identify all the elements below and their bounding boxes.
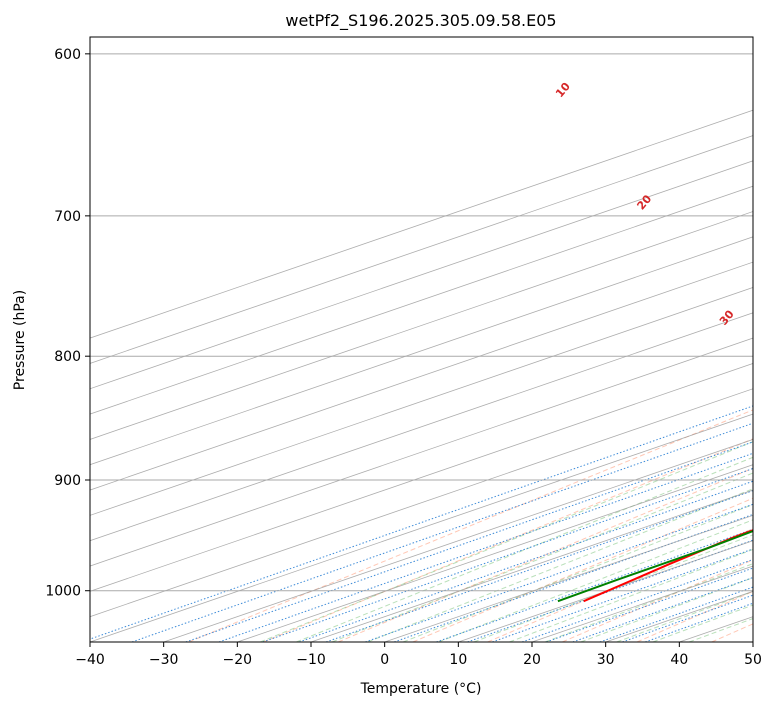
x-tick-label: 30 [597, 652, 615, 668]
plot-background [90, 37, 753, 642]
mixing-ratio-line [325, 490, 753, 642]
dry-adiabat-line [188, 409, 753, 642]
x-tick-label: −20 [223, 652, 253, 668]
x-tick-label: −40 [75, 652, 105, 668]
y-tick-label: 700 [54, 209, 81, 225]
x-tick-label: −30 [149, 652, 179, 668]
mixing-ratio-line [262, 467, 753, 642]
x-tick-label: 40 [670, 652, 688, 668]
y-tick-label: 900 [54, 473, 81, 489]
x-axis-label: Temperature (°C) [360, 681, 482, 697]
y-tick-label: 800 [54, 349, 81, 365]
chart-title: wetPf2_S196.2025.305.09.58.E05 [285, 11, 556, 31]
x-tick-label: 10 [449, 652, 467, 668]
y-axis-label: Pressure (hPa) [12, 290, 28, 390]
y-tick-label: 600 [54, 47, 81, 63]
isotherm-line [90, 109, 753, 339]
x-tick-label: 20 [523, 652, 541, 668]
moist-adiabat-line [296, 456, 753, 642]
x-tick-label: 50 [744, 652, 762, 668]
plot-frame [89, 36, 754, 643]
isotherm-line [90, 135, 753, 364]
y-tick-label: 1000 [45, 584, 81, 600]
isotherm-line [90, 211, 753, 440]
mixing-ratio-line [185, 441, 753, 642]
x-tick-label: −10 [296, 652, 326, 668]
isotherm-line [90, 185, 753, 415]
mixing-ratio-line [299, 480, 753, 642]
mixing-ratio-line [218, 452, 753, 642]
moist-adiabat-line [260, 441, 753, 642]
x-tick-label: 0 [380, 652, 389, 668]
isotherm-line [90, 160, 753, 390]
